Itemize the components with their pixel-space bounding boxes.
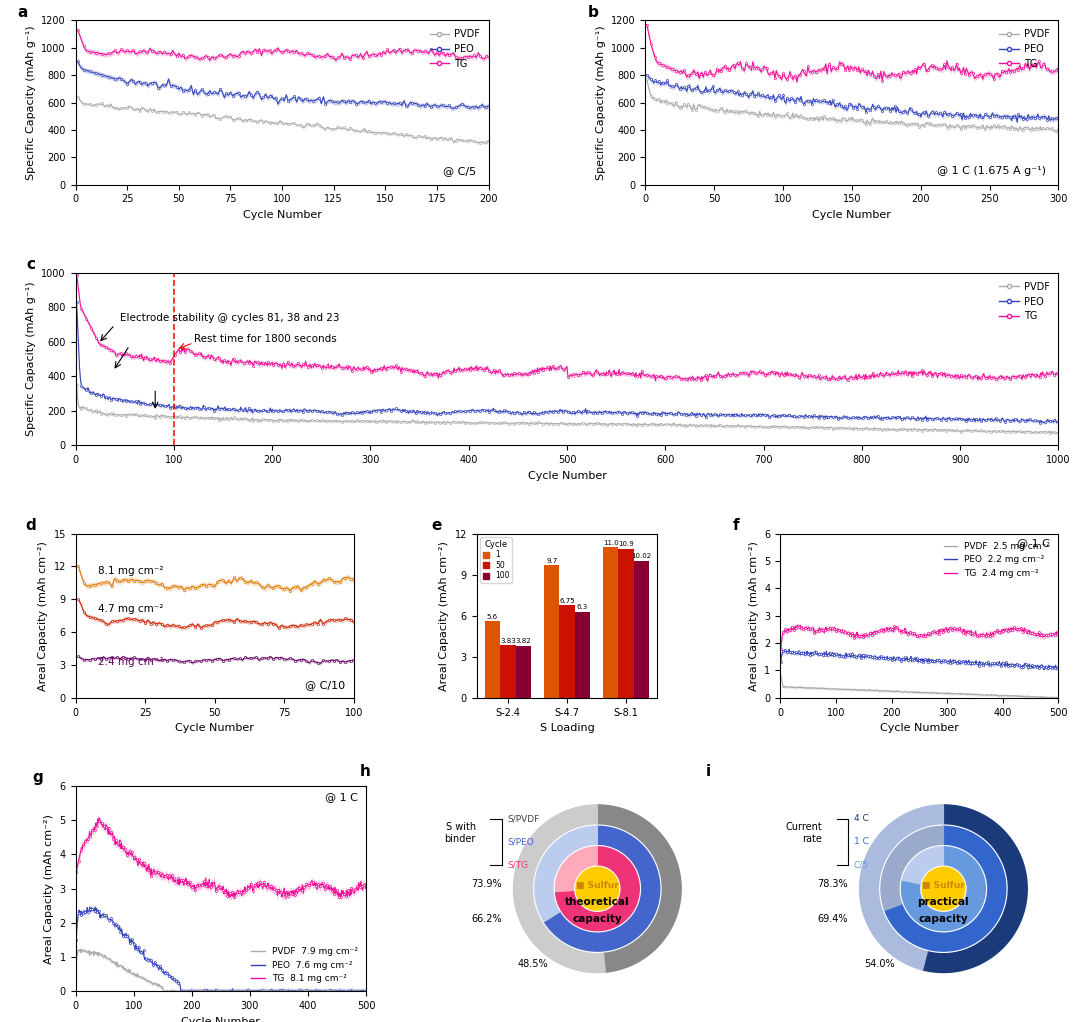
X-axis label: Cycle Number: Cycle Number <box>880 724 959 733</box>
Text: @ 1 C: @ 1 C <box>325 792 357 802</box>
Text: 48.5%: 48.5% <box>517 959 549 969</box>
Y-axis label: Areal Capacity (mAh cm⁻²): Areal Capacity (mAh cm⁻²) <box>438 541 449 691</box>
Legend: PVDF  7.9 mg cm⁻², PEO  7.6 mg cm⁻², TG  8.1 mg cm⁻²: PVDF 7.9 mg cm⁻², PEO 7.6 mg cm⁻², TG 8.… <box>247 943 362 987</box>
Text: 2.4 mg cm⁻²: 2.4 mg cm⁻² <box>98 657 163 667</box>
Y-axis label: Specific Capacity (mAh g⁻¹): Specific Capacity (mAh g⁻¹) <box>26 282 36 436</box>
Text: 69.4%: 69.4% <box>818 914 848 924</box>
Text: theoretical: theoretical <box>565 897 630 908</box>
X-axis label: Cycle Number: Cycle Number <box>181 1017 260 1022</box>
X-axis label: Cycle Number: Cycle Number <box>527 470 607 480</box>
Text: f: f <box>733 518 740 533</box>
Text: 73.9%: 73.9% <box>471 880 501 889</box>
Text: 6.3: 6.3 <box>577 604 588 610</box>
Text: Rest time for 1800 seconds: Rest time for 1800 seconds <box>193 334 336 343</box>
Circle shape <box>576 868 619 910</box>
Y-axis label: Areal Capacity (mAh cm⁻²): Areal Capacity (mAh cm⁻²) <box>44 814 54 964</box>
Text: @ 1 C (1.675 A g⁻¹): @ 1 C (1.675 A g⁻¹) <box>937 167 1047 177</box>
Text: @ C/5: @ C/5 <box>443 167 476 177</box>
Polygon shape <box>513 805 605 973</box>
Text: ■ Sulfur: ■ Sulfur <box>576 881 619 890</box>
Text: h: h <box>360 763 370 779</box>
Text: 3.83: 3.83 <box>500 638 516 644</box>
Text: i: i <box>706 763 711 779</box>
Legend: PVDF, PEO, TG: PVDF, PEO, TG <box>996 26 1053 73</box>
Text: 1 C: 1 C <box>853 837 868 846</box>
Text: S with
binder: S with binder <box>445 823 476 844</box>
Circle shape <box>922 868 964 910</box>
Polygon shape <box>544 826 660 951</box>
Text: d: d <box>26 518 37 533</box>
Text: capacity: capacity <box>572 915 622 925</box>
Text: Electrode stability @ cycles 81, 38 and 23: Electrode stability @ cycles 81, 38 and … <box>120 313 339 323</box>
X-axis label: Cycle Number: Cycle Number <box>243 210 322 220</box>
Text: 11.0: 11.0 <box>603 540 619 546</box>
Text: 78.3%: 78.3% <box>816 880 848 889</box>
Bar <box>544 565 559 698</box>
Bar <box>575 611 590 698</box>
X-axis label: S Loading: S Loading <box>540 724 594 733</box>
Bar <box>619 549 634 698</box>
Text: 8.1 mg cm⁻²: 8.1 mg cm⁻² <box>98 566 163 576</box>
Y-axis label: Areal Capacity (mAh cm⁻²): Areal Capacity (mAh cm⁻²) <box>38 541 48 691</box>
Text: ■ Sulfur: ■ Sulfur <box>922 881 964 890</box>
Text: 6.75: 6.75 <box>559 598 575 604</box>
Text: 3.82: 3.82 <box>515 638 531 644</box>
Text: c: c <box>26 258 36 273</box>
Text: C/5: C/5 <box>853 861 868 870</box>
Text: @ 1 C: @ 1 C <box>1017 539 1050 549</box>
Polygon shape <box>902 847 985 931</box>
Legend: 1, 50, 100: 1, 50, 100 <box>481 538 512 583</box>
Y-axis label: Specific Capacity (mAh g⁻¹): Specific Capacity (mAh g⁻¹) <box>26 26 36 180</box>
Text: 4 C: 4 C <box>853 815 868 823</box>
Text: 10.02: 10.02 <box>632 553 651 559</box>
Bar <box>515 646 531 698</box>
Y-axis label: Specific Capacity (mAh g⁻¹): Specific Capacity (mAh g⁻¹) <box>595 26 606 180</box>
Bar <box>603 548 619 698</box>
Legend: PVDF, PEO, TG: PVDF, PEO, TG <box>426 26 484 73</box>
X-axis label: Cycle Number: Cycle Number <box>175 724 254 733</box>
Bar <box>500 646 515 698</box>
Polygon shape <box>555 847 597 891</box>
X-axis label: Cycle Number: Cycle Number <box>812 210 891 220</box>
Legend: PVDF  2.5 mg cm⁻², PEO  2.2 mg cm⁻², TG  2.4 mg cm⁻²: PVDF 2.5 mg cm⁻², PEO 2.2 mg cm⁻², TG 2.… <box>940 539 1054 582</box>
Polygon shape <box>860 805 944 970</box>
Bar <box>634 561 649 698</box>
Text: 10.9: 10.9 <box>618 542 634 548</box>
Y-axis label: Areal Capacity (mAh cm⁻²): Areal Capacity (mAh cm⁻²) <box>748 541 759 691</box>
Text: b: b <box>588 5 598 20</box>
Polygon shape <box>885 826 1005 951</box>
Bar <box>559 605 575 698</box>
Polygon shape <box>881 826 944 911</box>
Text: S/PEO: S/PEO <box>508 837 535 846</box>
Text: practical: practical <box>918 897 969 908</box>
Text: 4.7 mg cm⁻²: 4.7 mg cm⁻² <box>98 604 163 614</box>
Text: S/TG: S/TG <box>508 861 528 870</box>
Text: 66.2%: 66.2% <box>471 914 501 924</box>
Text: S/PVDF: S/PVDF <box>508 815 540 823</box>
Polygon shape <box>535 826 597 922</box>
Legend: PVDF, PEO, TG: PVDF, PEO, TG <box>996 278 1053 325</box>
Text: 54.0%: 54.0% <box>864 959 894 969</box>
Text: Current
rate: Current rate <box>785 823 822 844</box>
Bar <box>485 621 500 698</box>
Text: capacity: capacity <box>919 915 969 925</box>
Text: e: e <box>431 518 442 533</box>
Polygon shape <box>922 805 1027 973</box>
Polygon shape <box>555 847 639 931</box>
Polygon shape <box>903 847 944 884</box>
Text: g: g <box>32 770 43 785</box>
Text: @ C/10: @ C/10 <box>306 680 346 690</box>
Polygon shape <box>597 805 681 972</box>
Text: 5.6: 5.6 <box>487 614 498 619</box>
Text: 9.7: 9.7 <box>546 558 557 564</box>
Text: a: a <box>17 5 28 20</box>
